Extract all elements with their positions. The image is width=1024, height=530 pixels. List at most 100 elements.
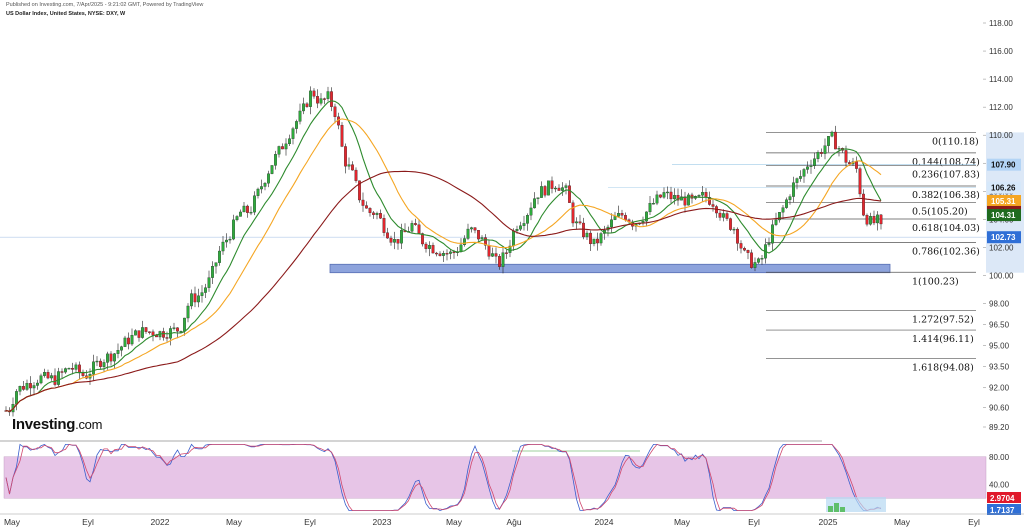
bear-candle (109, 353, 113, 362)
bull-candle (25, 383, 29, 390)
bull-candle (662, 192, 666, 198)
bull-candle (207, 277, 211, 288)
bear-candle (736, 228, 739, 244)
bear-candle (368, 208, 372, 213)
x-tick-label: May (894, 517, 911, 527)
bull-candle (442, 253, 445, 256)
bull-candle (792, 182, 795, 197)
bear-candle (596, 238, 599, 244)
bear-candle (330, 91, 333, 107)
bear-candle (498, 256, 501, 267)
bull-candle (291, 128, 295, 139)
bull-candle (757, 258, 760, 263)
price-tag-label: 106.26 (991, 184, 1016, 193)
fib-label: 1.272(97.52) (912, 314, 974, 325)
x-tick-label: May (446, 517, 463, 527)
bear-candle (431, 245, 435, 254)
bull-candle (67, 367, 71, 370)
bear-candle (365, 205, 368, 209)
bull-candle (480, 237, 484, 240)
bull-candle (501, 252, 505, 267)
x-tick-label: May (226, 517, 243, 527)
bear-candle (620, 213, 624, 216)
bull-candle (32, 385, 36, 389)
bear-candle (176, 327, 179, 332)
bear-candle (578, 221, 582, 224)
bull-candle (204, 287, 207, 293)
bear-candle (22, 386, 25, 390)
bull-candle (347, 164, 351, 167)
bull-candle (183, 317, 186, 332)
y-tick-label: 92.00 (989, 384, 1010, 393)
bull-candle (15, 391, 18, 405)
x-tick-label: Eyl (304, 517, 316, 527)
bull-candle (512, 230, 515, 247)
bull-candle (256, 188, 260, 196)
bull-candle (522, 223, 526, 226)
bear-candle (53, 375, 57, 385)
price-tag (987, 209, 1021, 222)
bull-candle (123, 337, 127, 347)
bear-candle (624, 215, 627, 220)
bull-candle (760, 258, 764, 260)
bear-candle (743, 248, 746, 251)
bear-candle (29, 383, 32, 389)
bear-candle (855, 161, 858, 169)
bear-candle (708, 197, 711, 205)
moving-average-50 (5, 170, 882, 412)
bull-candle (547, 180, 550, 196)
bull-candle (617, 213, 620, 217)
bull-candle (190, 293, 193, 307)
bull-candle (375, 213, 379, 215)
bull-candle (284, 143, 288, 150)
price-tag-label: 107.90 (991, 161, 1016, 170)
bear-candle (858, 168, 862, 195)
bull-candle (50, 375, 53, 379)
y-tick-label: 89.20 (989, 423, 1010, 432)
bull-candle (799, 176, 802, 179)
x-tick-label: 2024 (595, 517, 614, 527)
x-tick-label: Ağu (506, 517, 521, 527)
bull-candle (92, 361, 95, 375)
bull-candle (211, 266, 214, 278)
osc-tag-label: 1.7137 (990, 506, 1015, 515)
bear-candle (81, 372, 85, 376)
bull-candle (449, 251, 452, 254)
bear-candle (354, 169, 358, 181)
bear-candle (862, 193, 865, 216)
bull-candle (785, 199, 788, 208)
osc-band (3, 456, 987, 499)
bear-candle (543, 186, 547, 196)
fib-label: 0.618(104.03) (912, 223, 980, 234)
bear-candle (834, 131, 837, 150)
bear-candle (435, 252, 438, 255)
osc-tick-label: 80.00 (989, 453, 1010, 462)
x-tick-label: 2022 (151, 517, 170, 527)
bull-candle (816, 152, 820, 159)
osc-bar (834, 503, 839, 512)
bear-candle (151, 331, 155, 336)
fib-label: 0.144(108.74) (912, 157, 980, 168)
bear-candle (60, 371, 64, 373)
bull-candle (837, 148, 841, 150)
bull-candle (197, 295, 200, 303)
bear-candle (820, 152, 823, 154)
bull-candle (309, 90, 312, 107)
support-zone (329, 263, 891, 274)
time-axis: May Eyl 2022 May Eyl 2023 May Ağu 2024 May Eyl 2025… (0, 513, 1024, 527)
osc-bar (840, 507, 845, 512)
y-tick-label: 95.00 (989, 342, 1010, 351)
bull-candle (228, 238, 232, 241)
bear-candle (137, 330, 141, 338)
bull-candle (410, 223, 414, 232)
bull-candle (697, 195, 701, 197)
bull-candle (655, 194, 659, 204)
bull-candle (113, 353, 116, 362)
y-tick-label: 102.00 (989, 243, 1014, 252)
x-tick-label: 2023 (373, 517, 392, 527)
moving-average-10 (5, 100, 882, 412)
bull-candle (239, 211, 242, 217)
bear-candle (71, 367, 74, 370)
bull-candle (74, 364, 78, 370)
